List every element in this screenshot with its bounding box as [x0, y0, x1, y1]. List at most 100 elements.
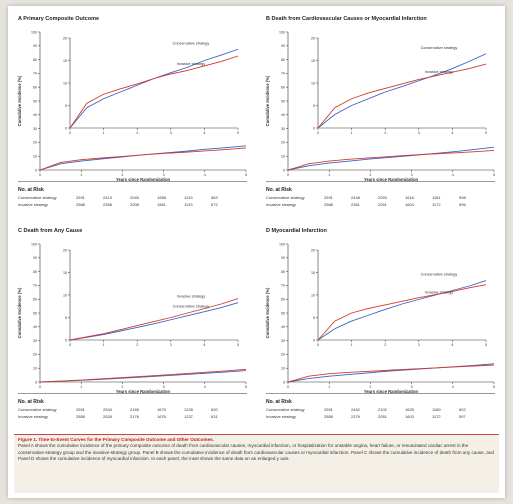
at-risk-count: 1604	[405, 202, 414, 207]
y-tick-label: 0	[35, 168, 37, 172]
inset-conservative-curve	[317, 280, 487, 341]
at-risk-count: 2452	[351, 407, 360, 412]
divider	[266, 393, 495, 394]
y-tick-label: 20	[33, 353, 37, 357]
at-risk-count: 1603	[405, 414, 414, 419]
at-risk-count: 1237	[184, 414, 193, 419]
y-tick-label: 20	[281, 353, 285, 357]
at-risk-title: No. at Risk	[18, 187, 44, 193]
at-risk-count: 2528	[103, 414, 112, 419]
inset-y-tick-label: 15	[311, 271, 315, 275]
y-axis-label: Cumulative Incidence (%)	[265, 75, 270, 126]
y-tick-label: 90	[281, 256, 285, 260]
inset-y-tick-label: 0	[65, 338, 67, 342]
y-tick-label: 70	[281, 284, 285, 288]
at-risk-count: 2165	[130, 407, 139, 412]
x-tick-label: 2	[369, 385, 371, 389]
at-risk-count: 2093	[378, 195, 387, 200]
inset-invasive-curve	[317, 63, 487, 129]
y-tick-label: 100	[279, 242, 285, 246]
panel-title: A Primary Composite Outcome	[18, 16, 100, 22]
panel-b: B Death from Cardiovascular Causes or My…	[260, 10, 501, 222]
inset-x-tick-label: 4	[203, 131, 205, 135]
at-risk-count: 2591	[324, 195, 333, 200]
at-risk-count: 2051	[378, 414, 387, 419]
divider	[18, 393, 247, 394]
at-risk-count: 2591	[76, 195, 85, 200]
y-tick-label: 40	[281, 113, 285, 117]
y-tick-label: 20	[33, 141, 37, 145]
at-risk-row: Invasive strategy 2588 2358 2008 1561 1133 572	[18, 202, 238, 207]
y-tick-label: 20	[281, 141, 285, 145]
at-risk-title: No. at Risk	[266, 187, 292, 193]
invasive-label: Invasive strategy	[177, 62, 206, 66]
inset-y-tick-label: 5	[313, 316, 315, 320]
y-tick-label: 30	[281, 127, 285, 131]
at-risk-count: 1561	[157, 202, 166, 207]
at-risk-count: 1181	[432, 195, 441, 200]
y-tick-label: 80	[281, 270, 285, 274]
y-tick-label: 90	[33, 256, 37, 260]
y-tick-label: 80	[33, 270, 37, 274]
conservative-label: Conservative strategy	[173, 305, 210, 309]
inset-x-tick-label: 3	[170, 131, 172, 135]
at-risk-count: 620	[211, 407, 218, 412]
y-tick-label: 80	[33, 58, 37, 62]
inset-y-tick-label: 15	[311, 59, 315, 63]
x-tick-label: 4	[204, 385, 206, 389]
inset-y-tick-label: 5	[65, 316, 67, 320]
y-tick-label: 10	[33, 155, 37, 159]
at-risk-row: Invasive strategy 2588 2379 2051 1603 1172 597	[266, 414, 486, 419]
inset-x-tick-label: 2	[384, 131, 386, 135]
y-tick-label: 90	[281, 44, 285, 48]
inset-x-tick-label: 5	[237, 131, 239, 135]
at-risk-count: 2588	[324, 202, 333, 207]
invasive-label: Invasive strategy	[425, 291, 454, 295]
at-risk-row: Invasive strategy 2588 2381 2051 1604 1172 596	[266, 202, 486, 207]
x-tick-label: 2	[121, 173, 123, 177]
at-risk-count: 602	[459, 407, 466, 412]
x-axis-label: Years since Randomization	[116, 177, 171, 182]
x-axis-label: Years since Randomization	[364, 177, 419, 182]
conservative-label: Conservative strategy	[173, 41, 210, 45]
at-risk-count: 597	[459, 414, 466, 419]
x-tick-label: 4	[452, 385, 454, 389]
inset-x-tick-label: 3	[418, 343, 420, 347]
x-tick-label: 4	[452, 173, 454, 177]
y-tick-label: 30	[33, 127, 37, 131]
x-tick-label: 0	[39, 385, 41, 389]
inset-conservative-curve	[69, 48, 239, 129]
at-risk-row-label: Invasive strategy	[18, 414, 49, 419]
at-risk-count: 2588	[76, 414, 85, 419]
at-risk-count: 572	[211, 202, 218, 207]
invasive-curve	[287, 149, 495, 171]
at-risk-title: No. at Risk	[266, 399, 292, 405]
panel-title: C Death from Any Cause	[18, 228, 83, 234]
at-risk-row-label: Conservative strategy	[266, 407, 305, 412]
inset-x-tick-label: 4	[451, 131, 453, 135]
inset-y-tick-label: 20	[311, 36, 315, 40]
y-tick-label: 50	[33, 99, 37, 103]
inset-y-tick-label: 10	[311, 293, 315, 297]
inset-x-tick-label: 4	[203, 343, 205, 347]
at-risk-count: 2381	[351, 202, 360, 207]
at-risk-count: 1679	[157, 407, 166, 412]
at-risk-count: 2413	[103, 195, 112, 200]
inset-x-tick-label: 2	[136, 343, 138, 347]
at-risk-count: 596	[459, 202, 466, 207]
y-axis-label: Cumulative Incidence (%)	[17, 287, 22, 338]
at-risk-count: 1625	[405, 407, 414, 412]
inset-conservative-curve	[317, 53, 487, 129]
panel-d: D Myocardial Infarction 0 10 20 30 40 50 60 70 80…	[260, 222, 501, 434]
at-risk-count: 1133	[184, 195, 193, 200]
at-risk-title: No. at Risk	[18, 399, 44, 405]
y-tick-label: 70	[33, 284, 37, 288]
caption-title: Figure 1. Time-to-Event Curves for the P…	[18, 437, 214, 442]
x-tick-label: 3	[411, 173, 413, 177]
inset-y-tick-label: 5	[313, 104, 315, 108]
x-tick-label: 5	[245, 385, 247, 389]
y-tick-label: 100	[31, 30, 37, 34]
y-tick-label: 70	[281, 72, 285, 76]
y-tick-label: 30	[33, 339, 37, 343]
